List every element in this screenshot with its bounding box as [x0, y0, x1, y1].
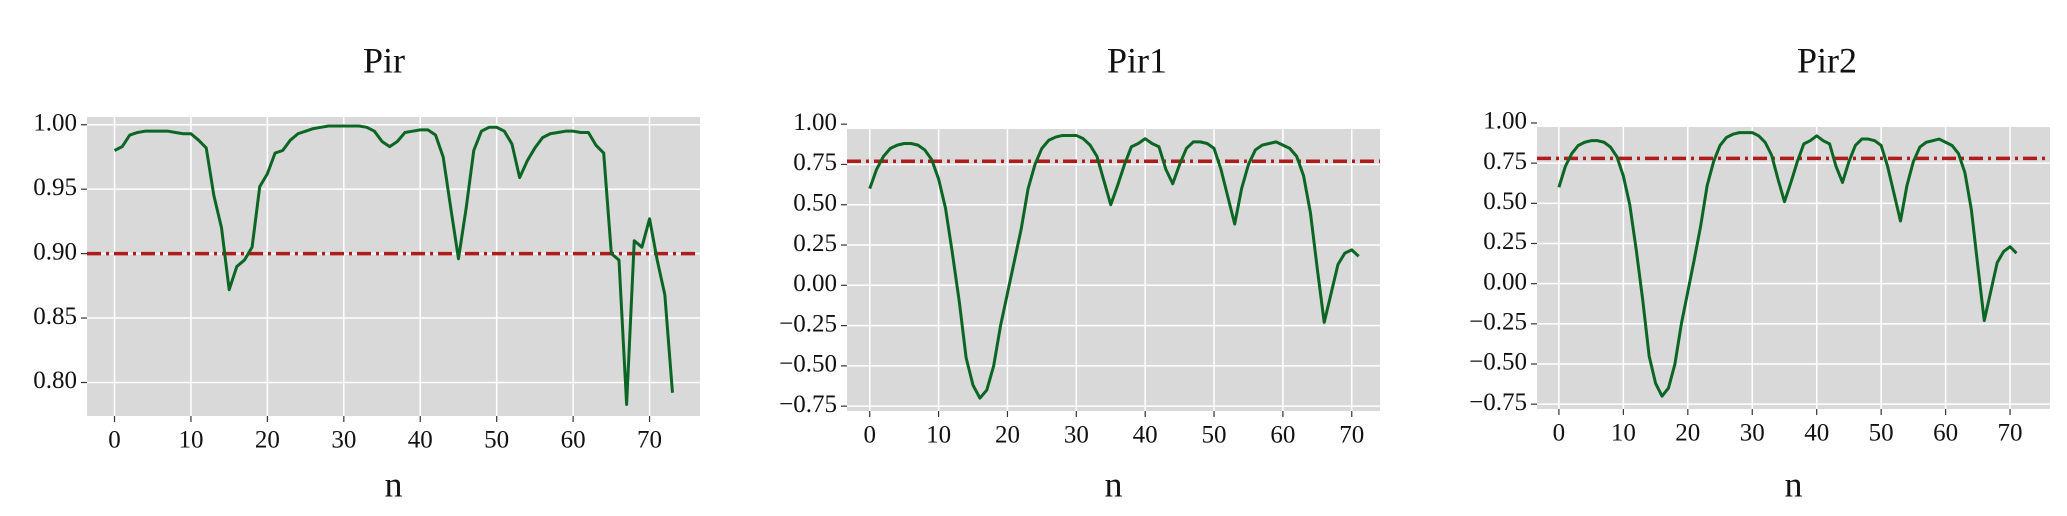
y-tick-label: 0.00	[793, 270, 837, 297]
x-tick-label: 0	[863, 422, 876, 449]
x-tick-label: 0	[108, 427, 121, 454]
y-tick-label: 0.00	[1483, 268, 1527, 295]
y-tick-label: 1.00	[793, 109, 837, 136]
chart-title: Pir	[363, 40, 405, 80]
x-tick-label: 70	[637, 427, 662, 454]
y-tick-label: 1.00	[33, 109, 77, 136]
x-tick-label: 60	[1933, 420, 1958, 447]
x-tick-label: 50	[1202, 422, 1227, 449]
y-tick-label: −0.75	[1469, 389, 1527, 416]
x-tick-label: 30	[331, 427, 356, 454]
x-tick-label: 10	[1611, 420, 1636, 447]
y-tick-label: 0.75	[1483, 148, 1527, 175]
x-tick-label: 20	[255, 427, 280, 454]
y-tick-label: 0.75	[793, 149, 837, 176]
x-tick-label: 10	[926, 422, 951, 449]
y-tick-label: 0.80	[33, 367, 77, 394]
data-line	[113, 124, 674, 406]
plot-area	[847, 129, 1380, 411]
x-axis-label: n	[1785, 464, 1803, 504]
x-tick-label: 40	[1804, 420, 1829, 447]
y-tick-label: −0.25	[1469, 309, 1527, 336]
y-tick-label: −0.25	[779, 310, 837, 337]
x-tick-label: 70	[1998, 420, 2023, 447]
x-tick-label: 20	[1675, 420, 1700, 447]
x-tick-label: 50	[1869, 420, 1894, 447]
x-axis-label: n	[1105, 464, 1123, 504]
y-tick-label: 0.25	[793, 230, 837, 257]
x-tick-label: 60	[1270, 422, 1295, 449]
data-line	[1557, 131, 2018, 398]
data-line	[868, 133, 1360, 400]
x-tick-label: 0	[1553, 420, 1566, 447]
x-tick-label: 40	[408, 427, 433, 454]
chart-title: Pir1	[1107, 40, 1167, 80]
y-tick-label: −0.50	[1469, 349, 1527, 376]
y-tick-label: 0.50	[1483, 188, 1527, 215]
y-tick-label: 0.90	[33, 238, 77, 265]
x-tick-label: 30	[1064, 422, 1089, 449]
chart-title: Pir2	[1797, 40, 1857, 80]
x-tick-label: 10	[178, 427, 203, 454]
x-tick-label: 60	[561, 427, 586, 454]
x-axis-label: n	[385, 464, 403, 504]
y-tick-label: 0.25	[1483, 228, 1527, 255]
y-tick-label: 0.50	[793, 189, 837, 216]
x-tick-label: 70	[1339, 422, 1364, 449]
y-tick-label: 0.95	[33, 174, 77, 201]
x-tick-label: 20	[995, 422, 1020, 449]
x-tick-label: 50	[484, 427, 509, 454]
y-tick-label: 1.00	[1483, 108, 1527, 135]
y-tick-label: 0.85	[33, 303, 77, 330]
x-tick-label: 30	[1740, 420, 1765, 447]
plot-area	[87, 117, 700, 416]
y-tick-label: −0.50	[779, 351, 837, 378]
y-tick-label: −0.75	[779, 391, 837, 418]
x-tick-label: 40	[1133, 422, 1158, 449]
